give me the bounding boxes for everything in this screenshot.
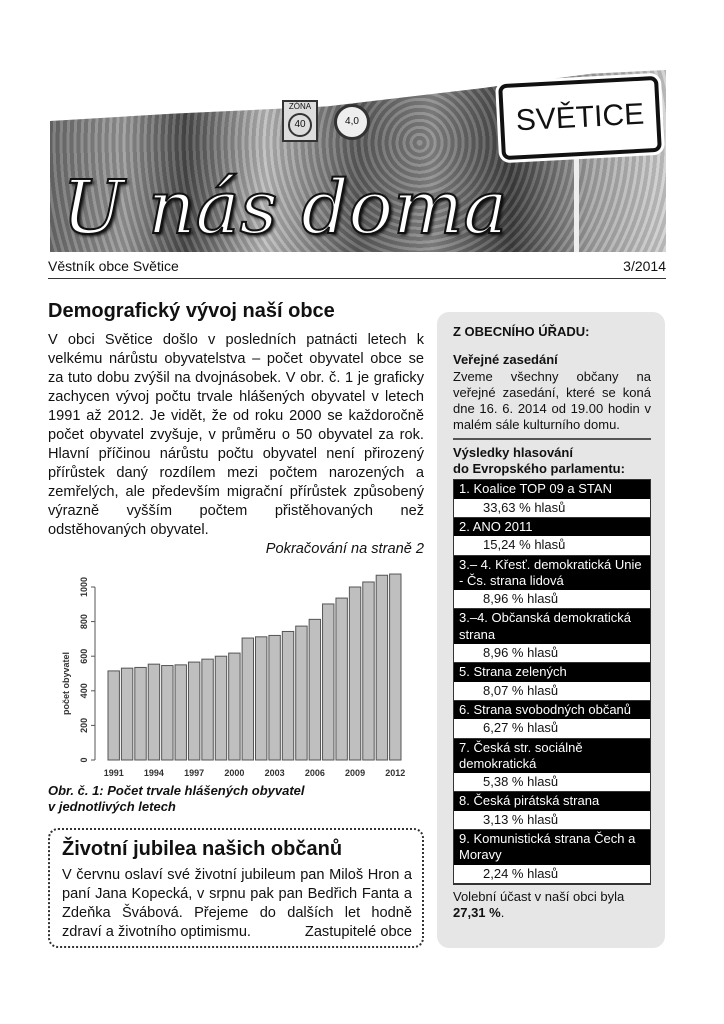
sidebar-heading: Z OBECNÍHO ÚŘADU: [453,324,590,339]
results-title-2: do Evropského parlamentu: [453,461,625,477]
turnout-label: Volební účast v naší obci byla [453,888,625,904]
zone-40-sign: ZÓNA 40 [282,100,318,142]
bar-2003 [268,634,281,761]
x-tick-label: 1991 [104,768,124,778]
result-percent: 8,96 % hlasů [454,590,650,610]
sidebar-box: Z OBECNÍHO ÚŘADU: Veřejné zasedání Zveme… [437,312,665,948]
result-party: 8. Česká pirátská strana [454,792,650,811]
bar-1997 [187,661,201,761]
sign-post [574,156,579,252]
y-axis-label: počet obyvatel [61,652,71,715]
bar-2010 [362,581,375,761]
newsletter-logo-title: U nás doma [61,165,508,251]
bar-2001 [241,637,255,761]
article-title: Demografický vývoj naší obce [48,300,335,322]
x-tick-label: 2012 [385,768,405,778]
result-party: 1. Koalice TOP 09 a STAN [454,480,650,499]
result-percent: 33,63 % hlasů [454,498,650,518]
bar-1992 [120,667,134,761]
turnout-end: . [500,905,505,921]
bar-1994 [147,663,161,761]
bar-2000 [228,652,241,761]
bar-1995 [161,665,174,761]
village-sign: SVĚTICE [498,75,662,161]
sidebar-divider [453,437,651,440]
jubilee-signature: Zastupitelé obce [304,924,412,940]
jubilee-box: Životní jubilea našich občanů V červnu o… [48,828,424,948]
jubilee-body: V červnu oslaví své životní jubileum pan… [62,866,412,942]
result-party: 2. ANO 2011 [454,517,650,537]
issue-number: 3/2014 [623,258,666,274]
y-tick-label: 200 [79,718,89,733]
y-tick-label: 0 [79,757,89,762]
continued-note: Pokračování na straně 2 [265,541,424,557]
caption-line-1: Obr. č. 1: Počet trvale hlášených obyvat… [48,783,305,798]
bar-1998 [201,658,214,761]
meeting-text: Zveme všechny občany na veřejné zasedání… [453,368,651,433]
x-tick-label: 1997 [184,768,204,778]
figure-caption: Obr. č. 1: Počet trvale hlášených obyvat… [48,783,305,815]
article-body: V obci Světice došlo v posledních patnác… [48,332,424,538]
result-party: 3.–4. Občanská demokratická strana [454,609,650,645]
x-tick-label: 2009 [345,768,365,778]
y-tick-label: 1000 [79,577,89,597]
bar-1991 [107,670,120,761]
result-party: 7. Česká str. sociálně demokratická [454,738,650,774]
result-percent: 6,27 % hlasů [454,719,650,739]
bar-2004 [281,630,295,761]
bar-2009 [348,586,362,761]
bar-1999 [214,655,228,761]
jubilee-text: V červnu oslaví své životní jubileum pan… [62,867,412,940]
turnout-text: Volební účast v naší obci byla 27,31 %. [453,889,651,922]
y-tick-label: 800 [79,614,89,629]
result-percent: 8,96 % hlasů [454,644,650,664]
newsletter-name: Věstník obce Světice [48,258,179,274]
caption-line-2: v jednotlivých letech [48,799,176,814]
result-party: 5. Strana zelených [454,663,650,682]
election-results-table: 1. Koalice TOP 09 a STAN 33,63 % hlasů 2. … [453,479,651,885]
article-text-column: V obci Světice došlo v posledních patnác… [48,331,424,559]
y-tick-label: 600 [79,649,89,664]
bar-2002 [255,636,268,761]
header-divider [48,278,666,279]
result-percent: 3,13 % hlasů [454,810,650,831]
result-percent: 2,24 % hlasů [454,864,650,884]
jubilee-title: Životní jubilea našich občanů [62,838,343,860]
result-party: 9. Komunistická strana Čech a Moravy [454,830,650,865]
result-percent: 15,24 % hlasů [454,536,650,556]
x-tick-label: 1994 [144,768,164,778]
result-percent: 5,38 % hlasů [454,773,650,793]
bar-2005 [295,625,308,761]
population-bar-chart: 0 200 400 600 800 1000 počet obyvatel 1991 1994 1… [61,573,405,778]
meeting-title: Veřejné zasedání [453,352,558,368]
bar-1996 [174,664,187,761]
result-party: 6. Strana svobodných občanů [454,700,650,720]
zona-speed: 40 [288,113,312,137]
bar-2007 [322,603,335,761]
result-percent: 8,07 % hlasů [454,681,650,701]
x-tick-label: 2000 [224,768,244,778]
zona-label: ZÓNA [288,102,312,111]
bar-2012 [389,573,402,761]
bar-2011 [375,574,389,761]
result-party: 3.– 4. Křesť. demokratická Unie - Čs. st… [454,555,650,591]
subheader: Věstník obce Světice 3/2014 [48,258,666,274]
bar-1993 [134,666,147,761]
x-tick-label: 2006 [305,768,325,778]
turnout-value: 27,31 % [453,905,501,921]
bar-2008 [335,597,348,761]
x-tick-label: 2003 [265,768,285,778]
weight-limit-sign: 4,0 [334,104,370,140]
bar-2006 [308,618,322,761]
results-title-1: Výsledky hlasování [453,444,573,460]
y-tick-label: 400 [79,683,89,698]
